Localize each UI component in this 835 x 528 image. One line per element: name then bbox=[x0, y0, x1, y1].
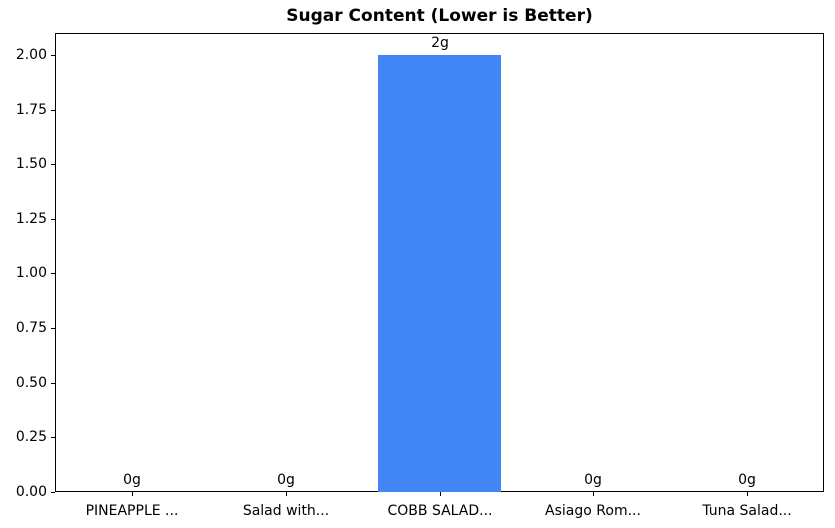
x-axis-tick bbox=[593, 492, 594, 496]
y-axis-tick bbox=[51, 164, 55, 165]
x-axis-tick-label: Asiago Rom... bbox=[545, 503, 641, 519]
y-axis-tick bbox=[51, 219, 55, 220]
y-axis-tick-label: 1.00 bbox=[15, 265, 47, 281]
y-axis-tick-label: 1.50 bbox=[15, 156, 47, 172]
y-axis-tick-label: 0.75 bbox=[15, 320, 47, 336]
bar bbox=[378, 55, 501, 492]
y-axis-tick bbox=[51, 383, 55, 384]
bar-value-label: 0g bbox=[277, 472, 295, 488]
y-axis-tick bbox=[51, 273, 55, 274]
x-axis-tick bbox=[132, 492, 133, 496]
chart-title: Sugar Content (Lower is Better) bbox=[286, 6, 593, 26]
x-axis-tick-label: COBB SALAD... bbox=[387, 503, 493, 519]
bar-value-label: 0g bbox=[123, 472, 141, 488]
x-axis-tick bbox=[747, 492, 748, 496]
x-axis-tick bbox=[440, 492, 441, 496]
y-axis-tick bbox=[51, 110, 55, 111]
bar-value-label: 2g bbox=[431, 35, 449, 51]
y-axis-tick bbox=[51, 492, 55, 493]
bar-value-label: 0g bbox=[738, 472, 756, 488]
y-axis-tick-label: 2.00 bbox=[15, 47, 47, 63]
y-axis-tick-label: 0.50 bbox=[15, 375, 47, 391]
y-axis-tick-label: 0.00 bbox=[15, 484, 47, 500]
bar-value-label: 0g bbox=[584, 472, 602, 488]
y-axis-tick-label: 0.25 bbox=[15, 429, 47, 445]
y-axis-tick-label: 1.25 bbox=[15, 211, 47, 227]
y-axis-tick bbox=[51, 328, 55, 329]
x-axis-tick-label: Tuna Salad... bbox=[702, 503, 792, 519]
y-axis-tick bbox=[51, 55, 55, 56]
x-axis-tick bbox=[286, 492, 287, 496]
x-axis-tick-label: PINEAPPLE ... bbox=[85, 503, 179, 519]
x-axis-tick-label: Salad with... bbox=[242, 503, 330, 519]
y-axis-tick bbox=[51, 437, 55, 438]
y-axis-tick-label: 1.75 bbox=[15, 102, 47, 118]
